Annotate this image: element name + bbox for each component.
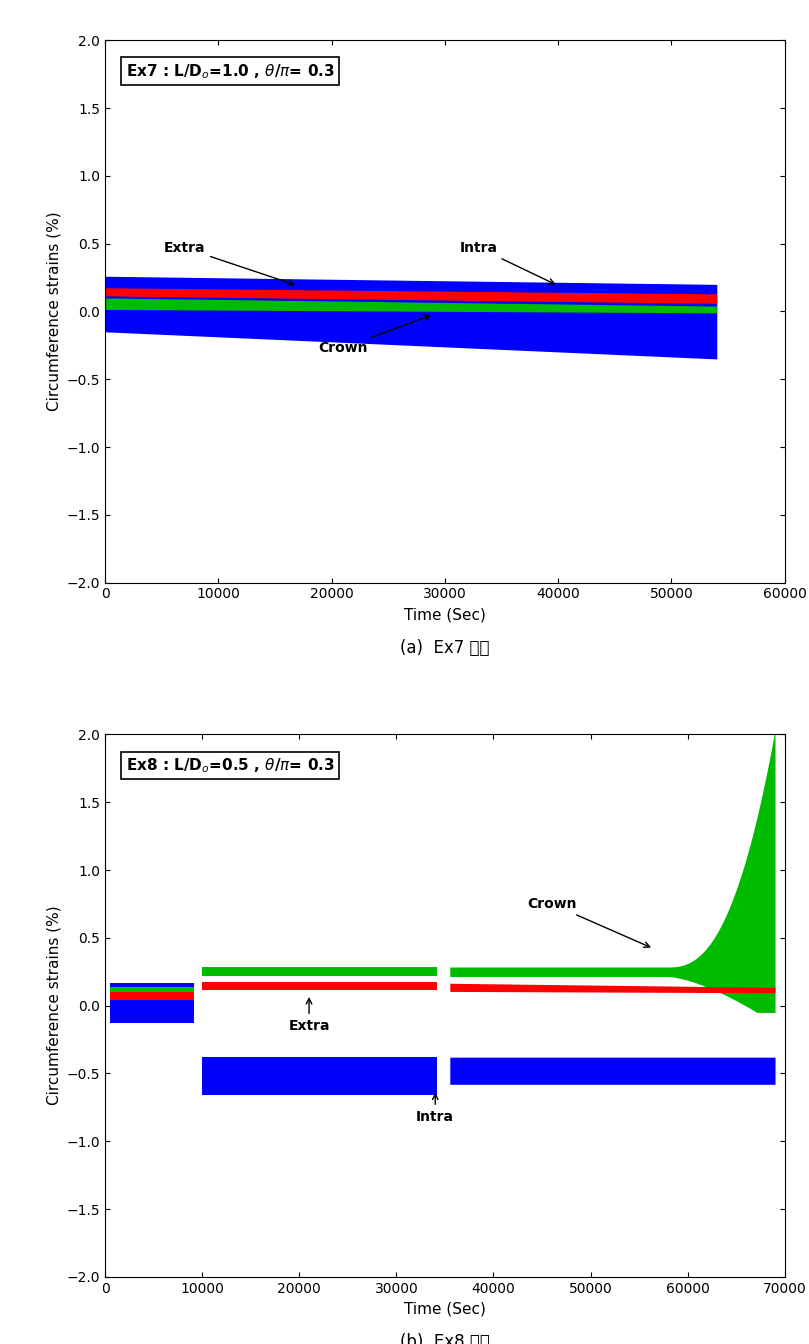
Y-axis label: Circumference strains (%): Circumference strains (%) (46, 211, 61, 411)
Text: Extra: Extra (163, 241, 294, 285)
Text: (b)  Ex8 시편: (b) Ex8 시편 (400, 1333, 490, 1344)
Text: Ex8 : L/D$_o$=0.5 , $\theta$/$\pi$= 0.3: Ex8 : L/D$_o$=0.5 , $\theta$/$\pi$= 0.3 (125, 757, 334, 775)
Y-axis label: Circumference strains (%): Circumference strains (%) (46, 906, 61, 1106)
Text: Ex7 : L/D$_o$=1.0 , $\theta$/$\pi$= 0.3: Ex7 : L/D$_o$=1.0 , $\theta$/$\pi$= 0.3 (125, 62, 334, 81)
Text: Intra: Intra (460, 241, 554, 284)
Text: (a)  Ex7 시편: (a) Ex7 시편 (400, 640, 489, 657)
Text: Crown: Crown (318, 314, 430, 355)
Text: Intra: Intra (417, 1094, 454, 1124)
Text: Extra: Extra (288, 999, 330, 1034)
X-axis label: Time (Sec): Time (Sec) (404, 607, 486, 622)
Text: Crown: Crown (527, 896, 650, 948)
X-axis label: Time (Sec): Time (Sec) (404, 1301, 486, 1316)
